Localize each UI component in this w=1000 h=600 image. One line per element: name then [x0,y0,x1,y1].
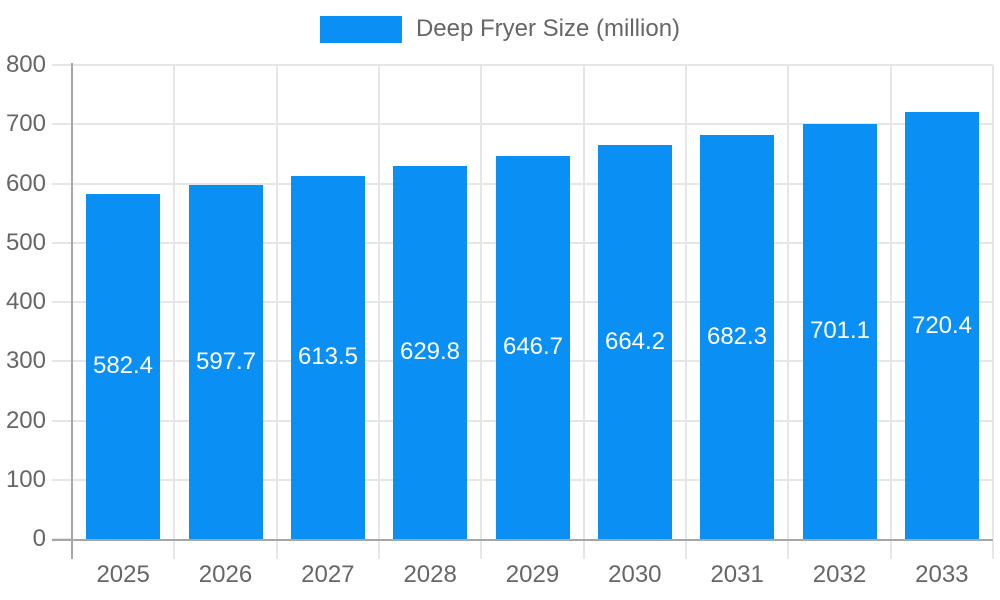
bar-value-label: 682.3 [706,322,768,350]
bar-value-label: 720.4 [911,311,973,339]
y-axis-label: 0 [32,525,46,552]
y-axis-tick [52,241,72,244]
bar-value-label: 582.4 [92,352,154,380]
bar-value-label: 629.8 [399,338,461,366]
y-axis-label: 400 [5,288,46,315]
x-axis-line [52,539,993,541]
x-axis-label-2033: 2033 [915,561,969,588]
legend-label: Deep Fryer Size (million) [415,15,681,42]
y-axis-label: 800 [5,51,46,78]
bar-2028[interactable]: 629.8 [393,165,467,539]
legend-swatch [319,15,402,43]
legend[interactable]: Deep Fryer Size (million) [319,15,681,43]
x-axis-label-2025: 2025 [96,561,150,588]
y-gridline [72,123,993,126]
bar-value-label: 646.7 [502,333,564,361]
x-axis-tick [992,541,994,559]
x-axis-label-2028: 2028 [403,561,457,588]
x-gridline [889,65,892,539]
x-gridline [685,65,687,539]
x-axis-tick [685,541,687,559]
bar-2032[interactable]: 701.1 [803,123,877,539]
x-axis-tick [582,541,585,559]
bar-2025[interactable]: 582.4 [86,193,160,539]
y-axis-tick [52,360,72,363]
x-axis-label-2030: 2030 [608,561,662,588]
bar-value-label: 597.7 [195,347,257,375]
x-axis-label-2031: 2031 [710,561,764,588]
y-axis-label: 200 [5,406,46,434]
y-axis-tick [52,182,72,185]
y-axis-label: 500 [5,228,46,256]
x-axis-tick [275,541,278,559]
x-gridline [275,65,278,539]
bar-2027[interactable]: 613.5 [291,175,365,539]
y-axis-tick [52,419,72,422]
bar-value-label: 701.1 [809,317,871,345]
bar-value-label: 613.5 [297,343,359,371]
y-axis-tick [52,64,72,66]
y-axis-line [71,63,73,559]
x-axis-tick [378,541,380,559]
bar-value-label: 664.2 [604,328,666,356]
bar-2029[interactable]: 646.7 [496,155,570,539]
x-gridline [378,65,380,539]
y-axis-label: 700 [5,110,46,138]
x-axis-tick [787,541,790,559]
x-axis-label-2027: 2027 [301,561,355,588]
x-gridline [173,65,176,539]
x-axis-label-2026: 2026 [198,561,253,588]
bar-2026[interactable]: 597.7 [189,184,263,539]
y-axis-label: 600 [5,169,46,197]
x-axis-tick [173,541,176,559]
x-axis-tick [480,541,483,559]
bar-2033[interactable]: 720.4 [905,112,979,539]
x-gridline [582,65,585,539]
x-gridline [787,65,790,539]
y-axis-tick [52,301,72,303]
y-axis-tick [52,123,72,126]
x-gridline [992,65,994,539]
x-axis-label-2029: 2029 [505,561,560,588]
x-axis-tick [889,541,892,559]
y-gridline [72,64,993,66]
bar-2031[interactable]: 682.3 [700,134,774,539]
y-axis-tick [52,478,72,481]
x-gridline [480,65,483,539]
bar-2030[interactable]: 664.2 [598,145,672,539]
y-axis-label: 300 [5,347,46,375]
y-axis-label: 100 [5,465,46,493]
x-axis-label-2032: 2032 [812,561,867,588]
